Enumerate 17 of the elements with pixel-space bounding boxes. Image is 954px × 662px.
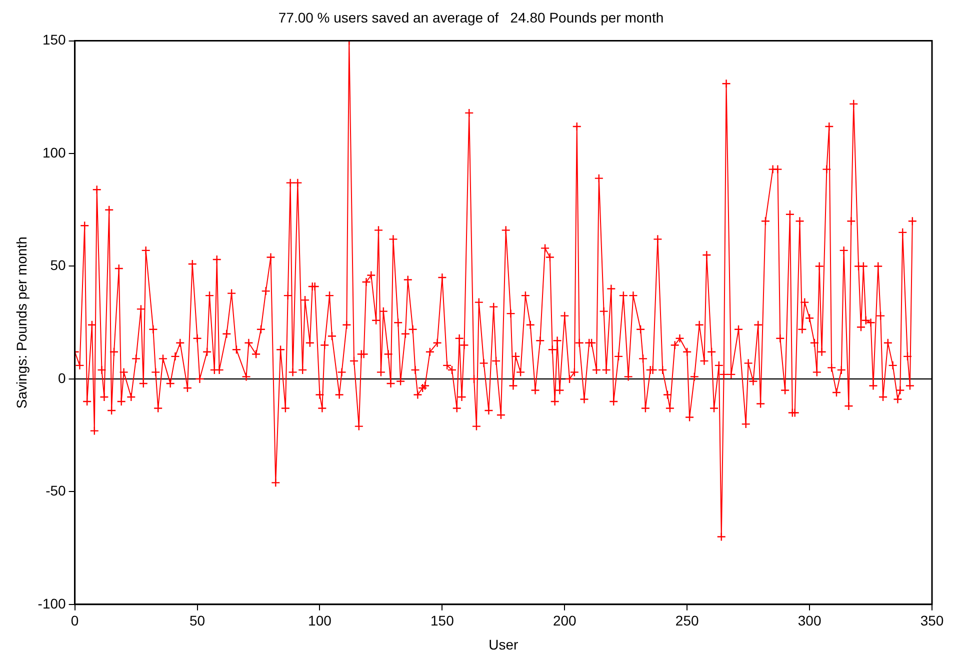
y-tick-label: 100 (42, 144, 66, 160)
y-axis-title: Savings: Pounds per month (13, 236, 30, 409)
y-tick-label: 150 (42, 32, 66, 48)
x-tick-label: 250 (675, 612, 699, 629)
x-tick-label: 200 (552, 612, 577, 629)
x-tick-label: 350 (920, 612, 944, 629)
x-axis-title: User (488, 636, 519, 652)
x-tick-label: 0 (70, 612, 79, 629)
y-tick-label: 0 (58, 370, 66, 386)
x-tick-label: 100 (308, 612, 332, 629)
chart-title: 77.00 % users saved an average of 24.80 Pounds per month (278, 9, 664, 26)
y-tick-label: -100 (38, 595, 66, 612)
x-tick-label: 150 (430, 612, 454, 629)
y-tick-label: 50 (50, 257, 66, 274)
x-tick-label: 50 (189, 612, 206, 629)
x-tick-label: 300 (798, 612, 822, 629)
y-tick-label: -50 (46, 482, 66, 499)
